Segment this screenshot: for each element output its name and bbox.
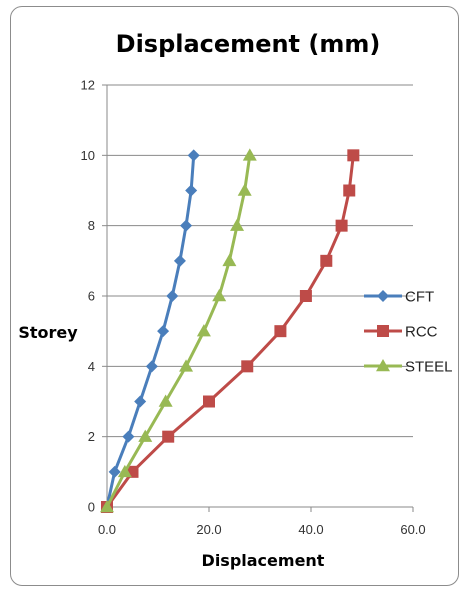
- data-point-cft: [166, 290, 179, 302]
- data-point-cft: [180, 219, 193, 232]
- y-tick-label: 0: [88, 500, 95, 515]
- data-point-steel: [222, 253, 237, 267]
- x-tick-label: 60.0: [400, 522, 425, 537]
- x-tick-label: 0.0: [98, 522, 116, 537]
- y-tick-label: 8: [88, 218, 95, 233]
- data-point-rcc: [335, 219, 348, 232]
- x-tick-label: 40.0: [298, 522, 323, 537]
- y-tick-label: 10: [81, 148, 95, 163]
- data-point-rcc: [347, 149, 360, 162]
- data-point-rcc: [274, 325, 287, 338]
- y-tick-label: 6: [88, 289, 95, 304]
- data-point-rcc: [162, 430, 175, 443]
- series-cft: [101, 149, 200, 513]
- data-point-steel: [100, 500, 114, 513]
- data-point-steel: [117, 464, 132, 478]
- data-point-cft: [108, 465, 121, 478]
- legend-item-steel: STEEL: [364, 359, 453, 376]
- y-tick-labels: 0 2 4 6 8 10 12: [81, 78, 95, 515]
- data-point-rcc: [343, 184, 356, 197]
- gridlines: [102, 84, 413, 508]
- legend-label-cft: CFT: [405, 289, 434, 306]
- data-point-cft: [157, 325, 170, 338]
- series-line-rcc: [105, 155, 355, 508]
- data-point-rcc: [241, 360, 254, 373]
- chart-title: Displacement (mm): [116, 30, 381, 58]
- data-point-steel: [242, 148, 257, 161]
- y-axis-title: Storey: [18, 323, 78, 342]
- data-point-cft: [173, 254, 186, 267]
- axes: [106, 85, 414, 512]
- legend-marker-rcc: [377, 325, 389, 337]
- series-steel: [100, 148, 257, 513]
- legend-label-rcc: RCC: [405, 324, 438, 341]
- x-tick-label: 20.0: [196, 522, 221, 537]
- series-layer: [100, 148, 360, 513]
- x-axis-title: Displacement: [202, 551, 325, 570]
- data-point-steel: [230, 218, 245, 231]
- data-point-rcc: [320, 254, 333, 267]
- data-point-cft: [134, 395, 147, 408]
- y-tick-label: 2: [88, 429, 95, 444]
- series-rcc: [101, 149, 360, 513]
- data-point-steel: [179, 359, 194, 372]
- series-line-steel: [105, 155, 252, 508]
- legend-label-steel: STEEL: [405, 359, 453, 376]
- data-point-steel: [196, 324, 211, 337]
- y-tick-label: 4: [88, 359, 95, 374]
- data-point-steel: [138, 429, 153, 442]
- data-point-cft: [185, 184, 198, 197]
- legend-item-cft: CFT: [364, 289, 434, 306]
- legend: CFT RCC STEEL: [364, 289, 453, 376]
- data-point-cft: [145, 360, 158, 373]
- data-point-steel: [237, 183, 252, 196]
- data-point-cft: [122, 430, 135, 443]
- legend-item-rcc: RCC: [364, 324, 438, 341]
- data-point-cft: [187, 149, 200, 162]
- legend-marker-cft: [377, 290, 389, 302]
- x-tick-labels: 0.0 20.0 40.0 60.0: [98, 522, 426, 537]
- data-point-steel: [212, 289, 227, 302]
- data-point-rcc: [203, 395, 215, 408]
- y-tick-label: 12: [81, 78, 95, 93]
- data-point-steel: [158, 394, 173, 407]
- legend-marker-steel: [376, 359, 390, 372]
- data-point-rcc: [299, 290, 312, 302]
